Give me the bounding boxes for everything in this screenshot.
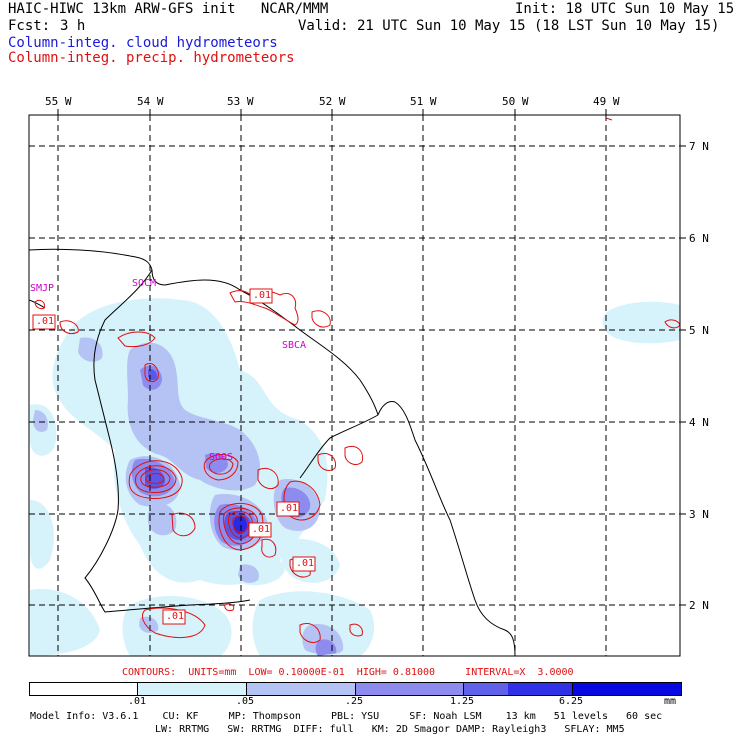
valid-time: Valid: 21 UTC Sun 10 May 15 (18 LST Sun … [298, 18, 720, 34]
precip-contours [34, 117, 680, 643]
lon-label: 49 W [593, 95, 620, 108]
contour-label: .01 [296, 558, 315, 569]
model-info-line2: LW: RRTMG SW: RRTMG DIFF: full KM: 2D Sm… [155, 724, 625, 735]
station-label: SO0S [209, 452, 234, 463]
contours-info: CONTOURS: UNITS=mm LOW= 0.10000E-01 HIGH… [122, 667, 574, 678]
colorbar-tick: .05 [236, 696, 255, 707]
lat-label: 7 N [689, 140, 709, 153]
lon-label: 54 W [137, 95, 164, 108]
colorbar-segment [572, 682, 682, 696]
lat-label: 2 N [689, 599, 709, 612]
legend-cloud: Column-integ. cloud hydrometeors [8, 35, 278, 51]
lon-label: 51 W [410, 95, 437, 108]
station-label: SBCA [282, 340, 307, 351]
contour-label: .01 [253, 290, 272, 301]
forecast-label: Fcst: [8, 18, 51, 34]
station-label: SOCM [132, 278, 157, 289]
colorbar-segment [508, 682, 572, 696]
map-frame [28, 114, 681, 657]
lat-label: 4 N [689, 416, 709, 429]
lat-label: 5 N [689, 324, 709, 337]
lon-label: 55 W [45, 95, 72, 108]
colorbar-tick: 1.25 [450, 696, 475, 707]
lat-label: 6 N [689, 232, 709, 245]
legend-precip: Column-integ. precip. hydrometeors [8, 50, 295, 66]
coastline [29, 248, 516, 656]
latlon-grid [29, 115, 680, 656]
contour-label: .01 [166, 611, 185, 622]
colorbar-segment [355, 682, 464, 696]
contour-label: .01 [280, 503, 299, 514]
lat-label: 3 N [689, 508, 709, 521]
model-info-line1: Model Info: V3.6.1 CU: KF MP: Thompson P… [30, 711, 663, 722]
lon-ticks [57, 109, 607, 115]
plot-title: HAIC-HIWC 13km ARW-GFS init NCAR/MMM [8, 1, 329, 17]
colorbar-segment [463, 682, 509, 696]
colorbar-segment [29, 682, 138, 696]
lat-ticks [680, 145, 686, 606]
contour-label-boxes [32, 288, 316, 625]
colorbar-segment [246, 682, 356, 696]
colorbar-tick: 6.25 [559, 696, 584, 707]
colorbar-units: mm [664, 696, 677, 707]
init-time: Init: 18 UTC Sun 10 May 15 [515, 1, 735, 17]
contour-label: .01 [36, 316, 55, 327]
contour-label: .01 [252, 524, 271, 535]
station-label: SMJP [30, 283, 55, 294]
colorbar-tick: .01 [128, 696, 147, 707]
lon-label: 52 W [319, 95, 346, 108]
lon-label: 53 W [227, 95, 254, 108]
colorbar-segment [137, 682, 247, 696]
forecast-value: 3 h [60, 18, 86, 34]
colorbar-tick: .25 [345, 696, 364, 707]
lon-label: 50 W [502, 95, 529, 108]
cloud-shading-max [233, 516, 247, 534]
